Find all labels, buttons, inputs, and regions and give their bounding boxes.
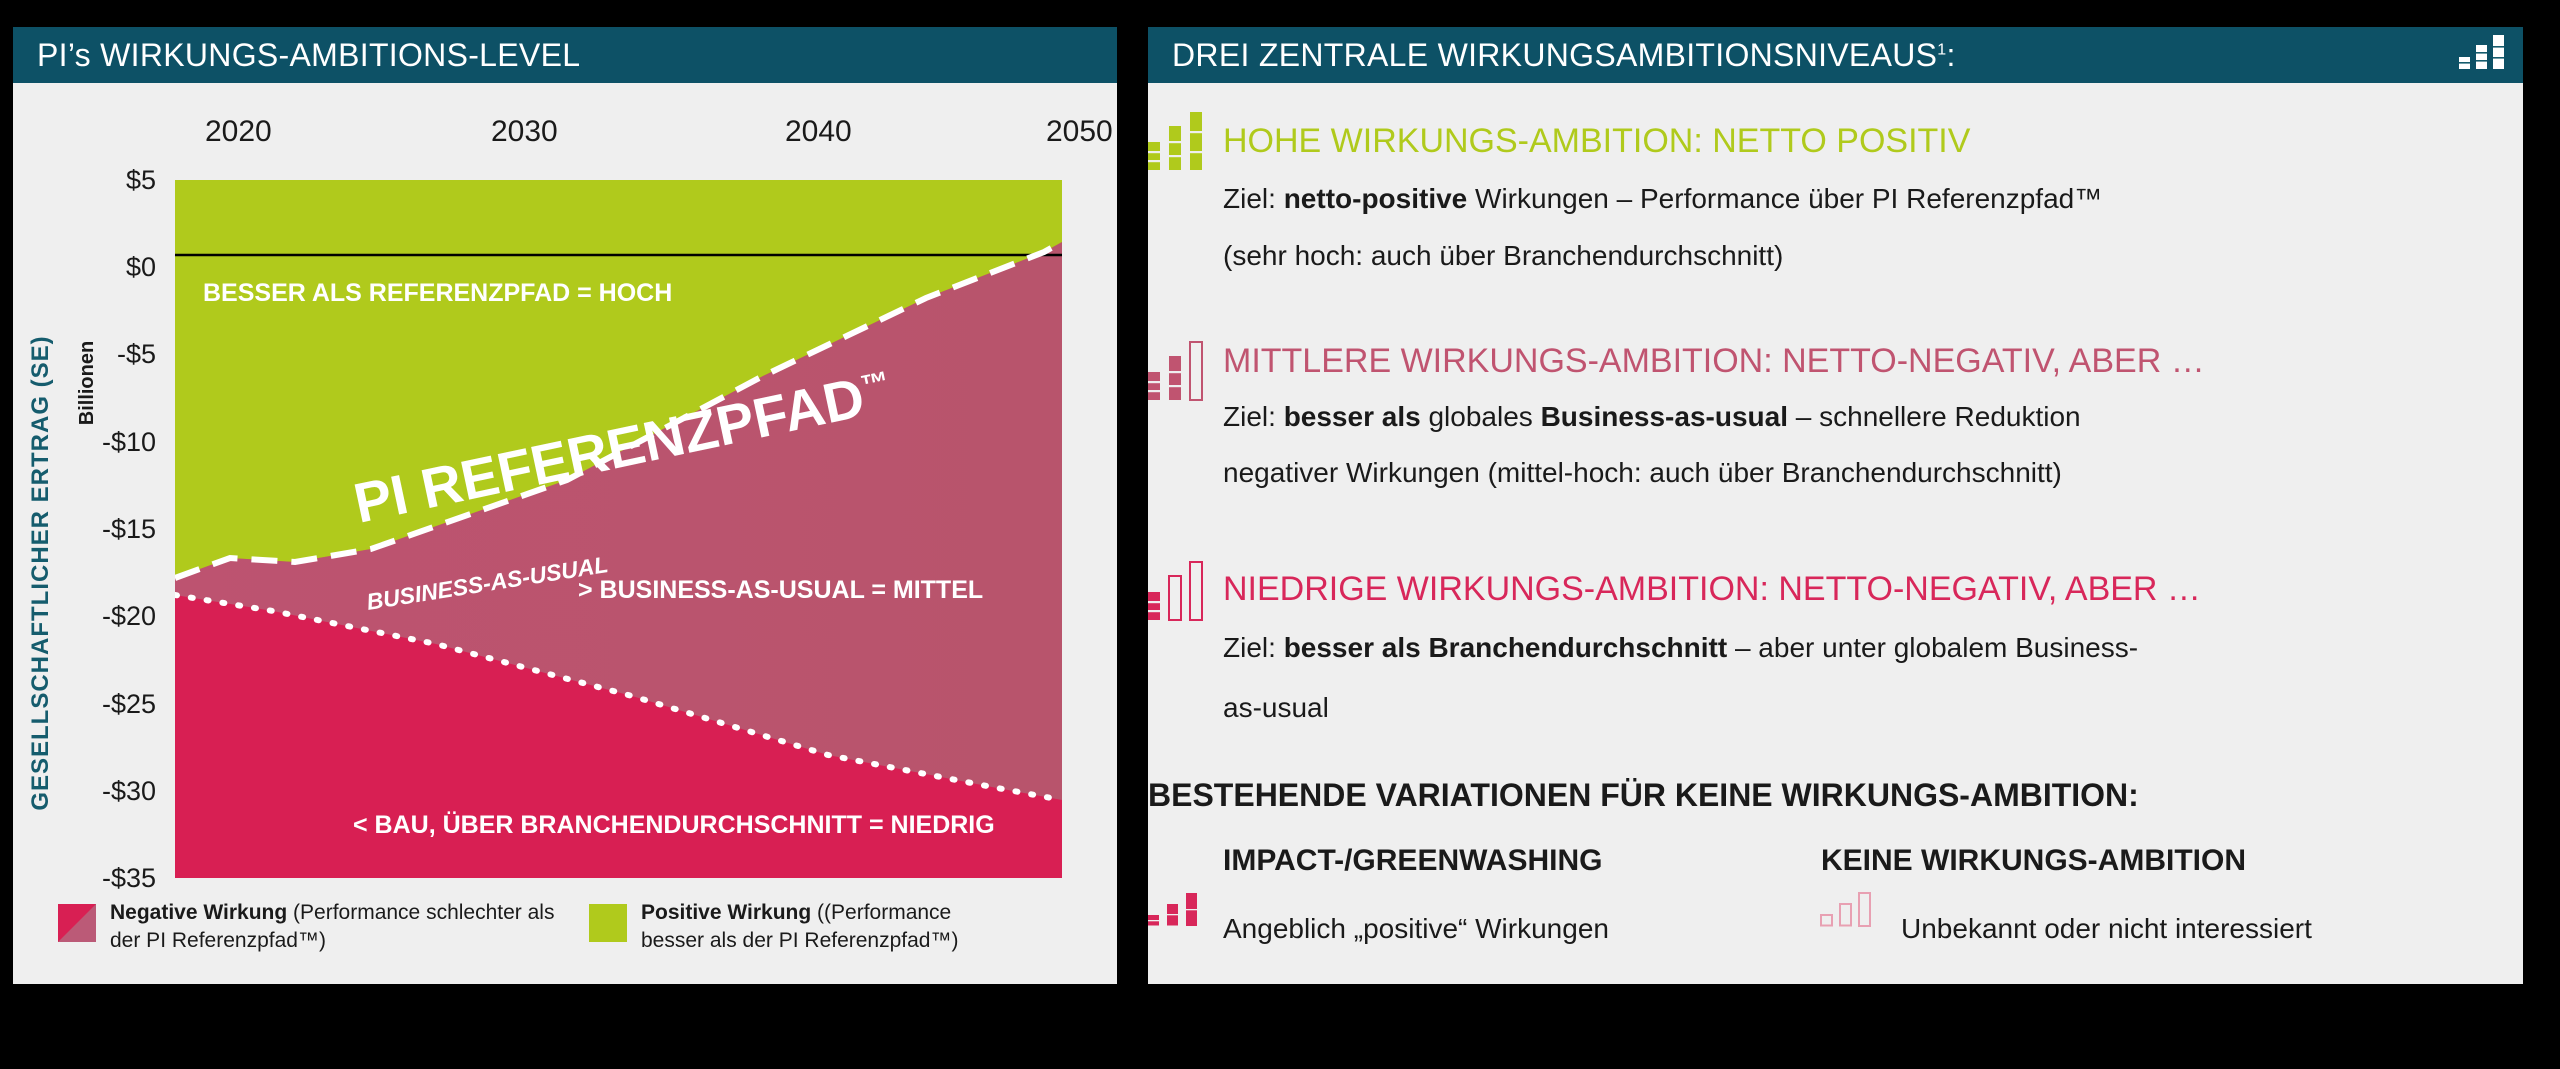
svg-text:> BUSINESS-AS-USUAL = MITTEL: > BUSINESS-AS-USUAL = MITTEL <box>578 576 983 604</box>
svg-text:$5: $5 <box>126 165 156 195</box>
svg-text:MITTLERE WIRKUNGS-AMBITION: NE: MITTLERE WIRKUNGS-AMBITION: NETTO-NEGATI… <box>1223 342 2205 380</box>
svg-text:Billionen: Billionen <box>76 341 98 425</box>
svg-text:KEINE WIRKUNGS-AMBITION: KEINE WIRKUNGS-AMBITION <box>1821 844 2246 877</box>
svg-text:Angeblich „positive“ Wirkungen: Angeblich „positive“ Wirkungen <box>1223 913 1609 944</box>
svg-text:-$30: -$30 <box>102 776 156 806</box>
svg-text:< BAU, ÜBER BRANCHENDURCHSCHNI: < BAU, ÜBER BRANCHENDURCHSCHNITT = NIEDR… <box>353 810 995 839</box>
svg-text:NIEDRIGE WIRKUNGS-AMBITION: NE: NIEDRIGE WIRKUNGS-AMBITION: NETTO-NEGATI… <box>1223 570 2201 608</box>
svg-text:BESSER ALS REFERENZPFAD = HOCH: BESSER ALS REFERENZPFAD = HOCH <box>203 279 672 307</box>
svg-text:der PI Referenzpfad™): der PI Referenzpfad™) <box>110 929 326 952</box>
svg-text:-$25: -$25 <box>102 689 156 719</box>
svg-text:BESTEHENDE VARIATIONEN FÜR KEI: BESTEHENDE VARIATIONEN FÜR KEINE WIRKUNG… <box>1148 777 2139 813</box>
svg-text:2020: 2020 <box>205 115 272 148</box>
svg-text:Ziel: besser als Branchendurch: Ziel: besser als Branchendurchschnitt – … <box>1223 632 2138 663</box>
svg-text:Ziel: besser als globales Busi: Ziel: besser als globales Business-as-us… <box>1223 401 2081 432</box>
svg-text:Ziel: netto-positive Wirkungen: Ziel: netto-positive Wirkungen – Perform… <box>1223 183 2102 214</box>
svg-text:-$10: -$10 <box>102 427 156 457</box>
svg-text:besser als der PI Referenzpfad: besser als der PI Referenzpfad™) <box>641 929 958 952</box>
svg-text:Negative Wirkung (Performance: Negative Wirkung (Performance schlechter… <box>110 901 554 924</box>
svg-text:-$20: -$20 <box>102 601 156 631</box>
svg-text:Unbekannt oder nicht interessi: Unbekannt oder nicht interessiert <box>1901 913 2312 944</box>
svg-text:-$15: -$15 <box>102 514 156 544</box>
svg-text:negativer Wirkungen (mittel-ho: negativer Wirkungen (mittel-hoch: auch ü… <box>1223 457 2062 488</box>
svg-text:HOHE WIRKUNGS-AMBITION: NETTO: HOHE WIRKUNGS-AMBITION: NETTO POSITIV <box>1223 122 1971 160</box>
svg-text:Positive Wirkung ((Performance: Positive Wirkung ((Performance <box>641 901 951 924</box>
svg-text:GESELLSCHAFTLICHER ERTRAG (SE): GESELLSCHAFTLICHER ERTRAG (SE) <box>27 335 54 810</box>
svg-text:-$35: -$35 <box>102 863 156 893</box>
svg-text:$0: $0 <box>126 252 156 282</box>
svg-text:IMPACT-/GREENWASHING: IMPACT-/GREENWASHING <box>1223 844 1602 877</box>
svg-text:as-usual: as-usual <box>1223 692 1329 723</box>
svg-text:2040: 2040 <box>785 115 852 148</box>
svg-text:-$5: -$5 <box>117 339 156 369</box>
svg-text:(sehr hoch: auch über Branchen: (sehr hoch: auch über Branchendurchschni… <box>1223 240 1783 271</box>
svg-text:2030: 2030 <box>491 115 558 148</box>
svg-text:2050: 2050 <box>1046 115 1113 148</box>
